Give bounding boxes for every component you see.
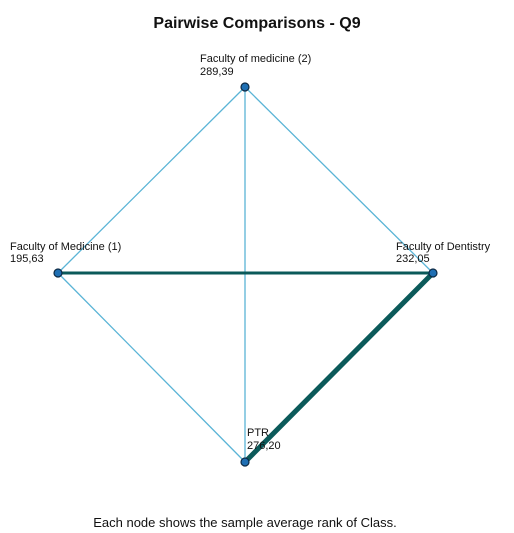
node-label: Faculty of Medicine (1) [10, 241, 121, 253]
node-value: 232,05 [396, 253, 430, 265]
footer: Each node shows the sample average rank … [93, 515, 397, 530]
edge [244, 86, 434, 274]
node [240, 457, 250, 467]
node [53, 268, 63, 278]
title: Pairwise Comparisons - Q9 [153, 15, 360, 32]
edge-significant [242, 270, 436, 465]
node-label: Faculty of medicine (2) [200, 53, 311, 65]
edge [57, 272, 246, 463]
node [240, 82, 250, 92]
edge [57, 86, 246, 274]
node-value: 195,63 [10, 253, 44, 265]
node-value: 276,20 [247, 440, 281, 452]
node-label: Faculty of Dentistry [396, 241, 491, 253]
node-value: 289,39 [200, 66, 234, 78]
node-label: PTR [247, 427, 269, 439]
node [428, 268, 438, 278]
